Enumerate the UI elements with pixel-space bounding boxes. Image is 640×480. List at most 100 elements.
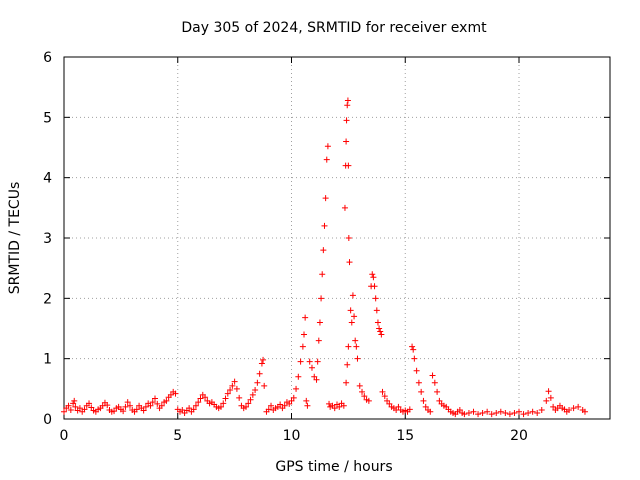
data-point [395,403,402,410]
data-point [345,162,352,169]
data-point [133,406,140,413]
data-point [268,402,275,409]
x-tick-label: 10 [283,428,301,444]
data-point [415,379,422,386]
data-point [220,400,227,407]
data-point [418,388,425,395]
x-axis-title: GPS time / hours [275,459,392,475]
data-point [172,390,179,397]
x-tick-label: 15 [396,428,414,444]
data-point [349,292,356,299]
data-point [456,406,463,413]
data-point [345,235,352,241]
data-point [254,379,261,386]
data-point [346,259,353,266]
data-point [256,370,263,377]
data-point [484,408,491,415]
data-point [341,204,348,211]
data-points [61,97,588,418]
data-point [377,328,384,335]
y-tick-label: 4 [43,171,52,187]
data-point [479,409,486,416]
data-point [140,407,147,414]
data-point [370,274,377,281]
axis-ticks: 0 5 10 15 20 0 1 2 3 4 5 6 [43,50,610,444]
data-point [344,97,351,104]
data-point [227,387,234,394]
data-point [104,402,111,409]
x-tick-label: 0 [60,428,69,444]
data-point [281,402,288,409]
data-point [120,408,127,415]
data-point [197,395,204,402]
data-point [323,156,330,163]
data-point [406,406,413,413]
data-point [384,397,391,404]
data-point [67,406,74,413]
data-point [381,393,388,400]
data-point [543,397,550,404]
data-point [374,319,381,326]
data-point [348,319,355,326]
data-point [297,358,304,365]
data-point [315,337,322,344]
data-point [344,102,351,109]
data-point [361,393,368,400]
data-point [488,411,495,418]
data-point [76,405,83,412]
data-point [316,319,323,326]
data-point [497,408,504,415]
data-point [322,195,329,202]
data-point [224,390,231,397]
data-point [379,388,386,395]
data-point [314,358,321,365]
data-point [506,411,513,418]
data-point [570,405,577,412]
data-point [286,400,293,407]
data-point [352,337,359,344]
data-point [493,409,500,416]
data-point [88,404,95,411]
data-point [365,397,372,404]
data-point [411,355,418,362]
data-point [99,402,106,409]
data-point [303,397,310,404]
data-point [413,367,420,374]
data-point [265,406,272,413]
data-point [192,402,199,409]
data-point [331,405,338,412]
data-point [261,382,268,389]
y-tick-label: 1 [43,352,52,368]
data-point [520,411,527,418]
data-point [575,403,582,410]
data-point [409,343,416,350]
data-point [422,403,429,410]
data-point [154,400,161,407]
data-point [142,403,149,410]
data-point [431,379,438,386]
data-point [308,364,315,371]
data-point [351,313,358,320]
data-point [373,307,380,314]
data-point [410,346,417,353]
data-point [340,402,347,409]
data-point [71,397,78,404]
data-point [345,343,352,350]
data-point [222,395,229,402]
data-point [306,358,313,365]
data-point [167,391,174,398]
data-point [233,385,240,392]
data-point [318,295,325,302]
data-point [152,395,158,402]
data-point [245,400,252,407]
y-tick-label: 2 [43,291,52,307]
data-point [195,399,202,406]
data-point [299,343,306,350]
data-point [566,406,573,413]
data-point [353,343,360,350]
data-point [545,388,552,395]
data-point [124,399,131,406]
x-tick-label: 5 [173,428,182,444]
data-point [81,406,88,413]
data-point [420,397,427,404]
